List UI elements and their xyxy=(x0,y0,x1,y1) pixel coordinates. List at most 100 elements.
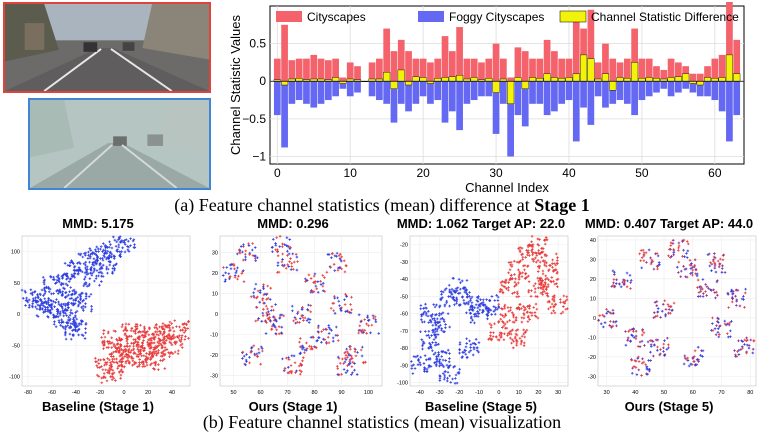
tsne-point xyxy=(322,328,325,331)
tsne-point xyxy=(105,379,109,383)
tsne-point xyxy=(686,240,689,243)
tsne-point xyxy=(121,240,125,244)
tsne-point xyxy=(54,282,57,285)
caption-a-text: (a) Feature channel statistics (mean) di… xyxy=(174,195,535,215)
tsne-point xyxy=(144,335,147,338)
tsne-point xyxy=(310,289,314,293)
tsne-point xyxy=(98,267,102,271)
bar-difference xyxy=(696,81,704,86)
tsne-point xyxy=(526,316,530,319)
bar-cityscapes xyxy=(412,58,420,82)
tsne-point xyxy=(434,341,438,344)
tsne-point xyxy=(652,316,656,320)
tsne-y-tick: 0 xyxy=(593,316,596,322)
tsne-point xyxy=(502,321,505,324)
tsne-point xyxy=(66,263,70,267)
tsne-point xyxy=(77,300,80,303)
tsne-point xyxy=(512,339,515,343)
tsne-point xyxy=(350,357,354,360)
tsne-point xyxy=(114,360,118,364)
tsne-point xyxy=(79,298,82,301)
tsne-point xyxy=(124,325,127,329)
tsne-y-tick: 30 xyxy=(212,250,218,256)
tsne-point xyxy=(528,243,531,246)
tsne-point xyxy=(87,295,91,298)
tsne-point xyxy=(81,255,85,259)
tsne-point xyxy=(716,259,720,263)
tsne-point xyxy=(39,298,42,301)
tsne-point xyxy=(498,331,502,335)
tsne-point xyxy=(161,338,165,342)
tsne-point xyxy=(749,338,753,342)
tsne-point xyxy=(531,247,534,251)
tsne-point xyxy=(125,337,128,340)
tsne-x-tick: 30 xyxy=(555,390,561,396)
bar-foggy xyxy=(390,81,398,123)
tsne-point xyxy=(282,369,286,372)
tsne-point xyxy=(334,333,338,337)
tsne-point xyxy=(169,328,172,332)
tsne-point xyxy=(465,356,469,360)
tsne-point xyxy=(300,364,303,367)
tsne-point xyxy=(492,310,496,313)
tsne-point xyxy=(64,304,67,308)
tsne-point xyxy=(255,305,258,309)
tsne-point xyxy=(431,330,435,334)
tsne-point xyxy=(101,368,105,372)
tsne-point xyxy=(317,324,320,328)
tsne-point xyxy=(96,366,100,369)
tsne-point xyxy=(127,347,131,351)
tsne-point xyxy=(73,319,76,323)
tsne-point xyxy=(300,314,303,318)
tsne-point xyxy=(89,255,92,258)
bar-difference xyxy=(528,77,537,82)
tsne-point xyxy=(94,357,97,360)
bar-foggy xyxy=(332,81,339,97)
bar-cityscapes xyxy=(354,66,361,82)
tsne-point xyxy=(309,304,312,307)
tsne-point xyxy=(80,305,83,309)
tsne-point xyxy=(510,341,513,345)
tsne-point xyxy=(671,239,675,242)
tsne-point xyxy=(524,272,527,276)
tsne-x-tick: -40 xyxy=(72,390,80,396)
tsne-point xyxy=(180,346,184,349)
tsne-point xyxy=(133,243,136,246)
bar-foggy xyxy=(551,81,558,112)
bar-foggy xyxy=(470,81,478,101)
tsne-point xyxy=(666,336,669,340)
tsne-point xyxy=(164,339,168,342)
tsne-point xyxy=(55,281,59,284)
tsne-point xyxy=(536,270,540,273)
tsne-point xyxy=(656,265,659,268)
channel-statistics-bar-chart: 0 10 20 30 40 50 60 −1 −0.5 0 0.5 Cityscapes Foggy C… xyxy=(226,0,752,195)
bar-difference xyxy=(580,54,588,82)
tsne-point xyxy=(355,373,359,376)
tsne-point xyxy=(465,301,469,305)
tsne-point xyxy=(251,242,254,245)
tsne-point xyxy=(118,354,122,358)
bar-cityscapes xyxy=(397,39,405,82)
tsne-x-tick: 80 xyxy=(311,390,317,396)
tsne-point xyxy=(296,320,299,324)
tsne-point xyxy=(85,284,89,288)
bar-foggy xyxy=(405,81,412,112)
tsne-point xyxy=(344,264,348,268)
tsne-point xyxy=(102,372,106,375)
tsne-point xyxy=(432,338,436,341)
tsne-point xyxy=(119,343,123,346)
tsne-point xyxy=(288,238,292,241)
tsne-point xyxy=(420,318,423,321)
tsne-point xyxy=(717,265,721,269)
tsne-point xyxy=(444,323,447,326)
tsne-point xyxy=(83,305,87,309)
tsne-point xyxy=(25,299,29,303)
tsne-point xyxy=(70,273,74,277)
tsne-point xyxy=(692,355,696,358)
tsne-point xyxy=(422,368,426,372)
tsne-point xyxy=(53,320,56,324)
bar-foggy xyxy=(653,81,660,93)
tsne-point xyxy=(78,269,82,273)
tsne-point xyxy=(142,339,145,342)
tsne-point xyxy=(40,288,44,292)
